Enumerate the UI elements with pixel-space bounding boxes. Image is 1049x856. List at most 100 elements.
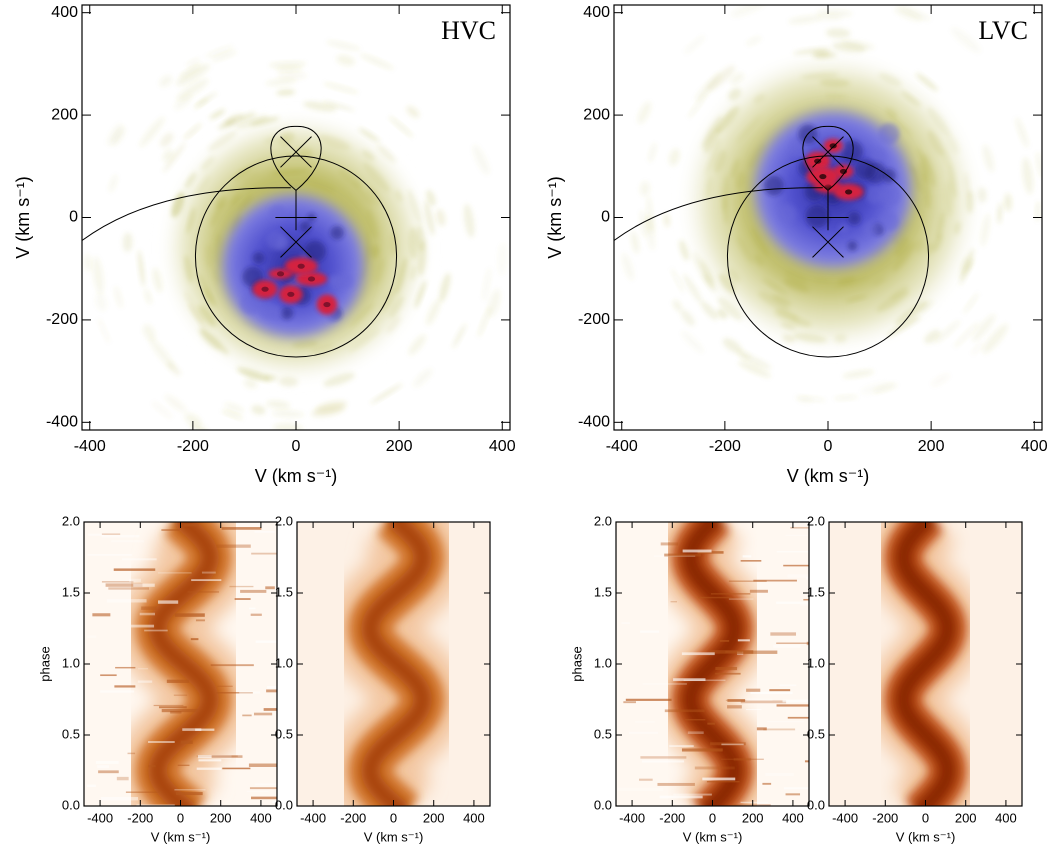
map-blob [252, 252, 265, 264]
x-tick-label: -200 [659, 810, 685, 825]
noise-streak [725, 650, 743, 653]
noise-streak [804, 760, 809, 763]
map-texture [426, 189, 436, 207]
map-texture [360, 53, 394, 70]
noise-streak [785, 534, 809, 536]
spectrum-core [894, 522, 957, 806]
map-texture [152, 401, 173, 419]
noise-streak [248, 763, 277, 767]
x-tick-label: -200 [127, 810, 153, 825]
noise-streak [148, 741, 175, 743]
map-texture [426, 299, 441, 326]
map-texture [730, 5, 767, 17]
image [616, 522, 809, 806]
plus [275, 190, 317, 231]
map-blob [338, 273, 354, 289]
map-blob [280, 306, 294, 320]
x-tick-label: -400 [74, 438, 106, 455]
noise-streak [216, 692, 253, 694]
noise-streak [196, 767, 222, 770]
y-axis-label: V (km s⁻¹) [545, 176, 565, 259]
map-texture [435, 209, 446, 227]
y-tick-label: 2.0 [807, 513, 825, 528]
map-texture [107, 123, 123, 146]
noise-streak [776, 551, 809, 553]
y-tick-label: 1.5 [807, 584, 825, 599]
noise-streak [216, 544, 251, 548]
x-axis-label: V (km s⁻¹) [364, 829, 424, 844]
map-blob [240, 292, 262, 315]
noise-streak [629, 731, 659, 734]
noise-streak [800, 604, 809, 606]
map-texture [1036, 152, 1042, 178]
noise-streak [767, 720, 805, 723]
map-texture [640, 210, 647, 238]
map-texture [473, 145, 490, 175]
stream [82, 187, 291, 241]
noise-streak [263, 708, 277, 711]
noise-streak [684, 719, 706, 721]
x-tick-label: 200 [386, 438, 413, 455]
map-texture [825, 28, 851, 39]
x-axis-label: V (km s⁻¹) [255, 466, 338, 486]
x-tick-label: -400 [87, 810, 113, 825]
map-texture [669, 148, 680, 166]
noise-streak [254, 531, 275, 533]
noise-streak [105, 583, 143, 587]
map-texture [897, 5, 931, 21]
noise-streak [248, 607, 256, 610]
map-texture [951, 27, 981, 53]
noise-streak [174, 613, 205, 617]
map-texture [388, 116, 414, 138]
map-texture [211, 50, 237, 62]
map-texture [637, 101, 652, 124]
map-texture [174, 94, 192, 110]
image [829, 522, 1022, 806]
spectrum-core [148, 522, 219, 806]
map-texture [683, 274, 703, 304]
y-tick-label: 1.0 [807, 655, 825, 670]
noise-streak [267, 685, 277, 689]
map-texture [122, 232, 133, 252]
y-tick-label: 2.0 [275, 513, 293, 528]
noise-streak [715, 672, 741, 675]
map-texture [647, 216, 656, 235]
map-texture [630, 231, 640, 254]
map-texture [963, 292, 979, 314]
map-texture [816, 9, 853, 17]
x-tick-label: 200 [955, 810, 977, 825]
y-tick-label: 0 [69, 209, 78, 226]
map-peak-core [839, 168, 848, 174]
noise-streak [709, 650, 754, 654]
noise-streak [254, 783, 277, 786]
image [82, 40, 507, 430]
noise-streak [749, 589, 768, 593]
noise-streak [251, 796, 277, 800]
noise-streak [664, 709, 705, 713]
x-tick-label: 400 [995, 810, 1017, 825]
noise-streak [255, 640, 277, 643]
map-texture [159, 75, 173, 87]
map-peak-core [845, 189, 853, 195]
y-axis-label: V (km s⁻¹) [13, 176, 33, 259]
noise-streak [122, 558, 157, 561]
map-texture [794, 395, 826, 402]
x-axis-label: V (km s⁻¹) [896, 829, 956, 844]
noise-streak [623, 701, 636, 704]
noise-streak [217, 685, 233, 687]
map-texture [265, 78, 296, 86]
panel: -400 -200 0 200 400 0.0 0.5 1.0 1.5 2.0 V (km s⁻¹)… [569, 513, 810, 844]
x-tick-label: -200 [709, 438, 741, 455]
y-tick-label: 1.5 [62, 584, 80, 599]
x-tick-label: -400 [606, 438, 638, 455]
map-texture [221, 410, 244, 420]
panel: -400 -200 0 200 400 0.0 0.5 1.0 1.5 2.0 V (km s⁻¹) [807, 513, 1023, 844]
map-blob [878, 122, 900, 145]
noise-streak [694, 766, 735, 770]
noise-streak [742, 555, 752, 558]
noise-streak [787, 716, 809, 719]
noise-streak [229, 585, 254, 588]
map-texture [243, 378, 258, 389]
map-texture [114, 286, 123, 308]
